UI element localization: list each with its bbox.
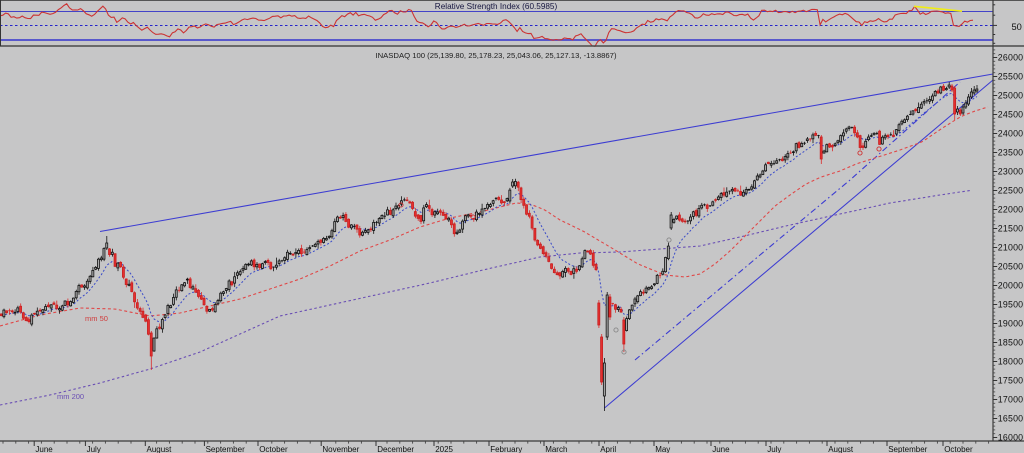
svg-text:April: April [600, 445, 616, 453]
svg-text:September: September [888, 445, 927, 453]
svg-text:24000: 24000 [998, 129, 1023, 139]
svg-text:October: October [259, 445, 288, 453]
svg-text:August: August [147, 445, 173, 453]
svg-text:21500: 21500 [998, 224, 1023, 234]
svg-text:23000: 23000 [998, 167, 1023, 177]
svg-text:March: March [545, 445, 567, 453]
svg-text:16000: 16000 [998, 433, 1023, 443]
svg-text:Relative Strength Index (60.59: Relative Strength Index (60.5985) [435, 2, 558, 11]
svg-text:25500: 25500 [998, 72, 1023, 82]
svg-text:24500: 24500 [998, 110, 1023, 120]
svg-text:INASDAQ 100 (25,139.80, 25,178: INASDAQ 100 (25,139.80, 25,178.23, 25,04… [375, 51, 616, 60]
svg-text:February: February [490, 445, 522, 453]
svg-text:17500: 17500 [998, 376, 1023, 386]
svg-text:19500: 19500 [998, 300, 1023, 310]
svg-text:26000: 26000 [998, 53, 1023, 63]
svg-text:25000: 25000 [998, 91, 1023, 101]
svg-text:18000: 18000 [998, 357, 1023, 367]
svg-text:July: July [767, 445, 781, 453]
svg-text:19000: 19000 [998, 319, 1023, 329]
svg-text:December: December [377, 445, 414, 453]
svg-text:50: 50 [1012, 22, 1022, 32]
svg-text:22000: 22000 [998, 205, 1023, 215]
svg-text:May: May [655, 445, 670, 453]
svg-text:mm 200: mm 200 [57, 392, 84, 401]
svg-text:23500: 23500 [998, 148, 1023, 158]
svg-text:September: September [206, 445, 245, 453]
svg-text:16500: 16500 [998, 414, 1023, 424]
svg-text:October: October [944, 445, 973, 453]
svg-text:July: July [87, 445, 101, 453]
svg-text:mm 50: mm 50 [85, 314, 108, 323]
svg-text:22500: 22500 [998, 186, 1023, 196]
svg-text:November: November [322, 445, 359, 453]
svg-text:2025: 2025 [435, 445, 453, 453]
svg-text:June: June [712, 445, 730, 453]
svg-text:20000: 20000 [998, 281, 1023, 291]
svg-text:17000: 17000 [998, 395, 1023, 405]
svg-text:18500: 18500 [998, 338, 1023, 348]
svg-text:20500: 20500 [998, 262, 1023, 272]
svg-text:June: June [35, 445, 53, 453]
svg-text:21000: 21000 [998, 243, 1023, 253]
svg-text:August: August [828, 445, 854, 453]
